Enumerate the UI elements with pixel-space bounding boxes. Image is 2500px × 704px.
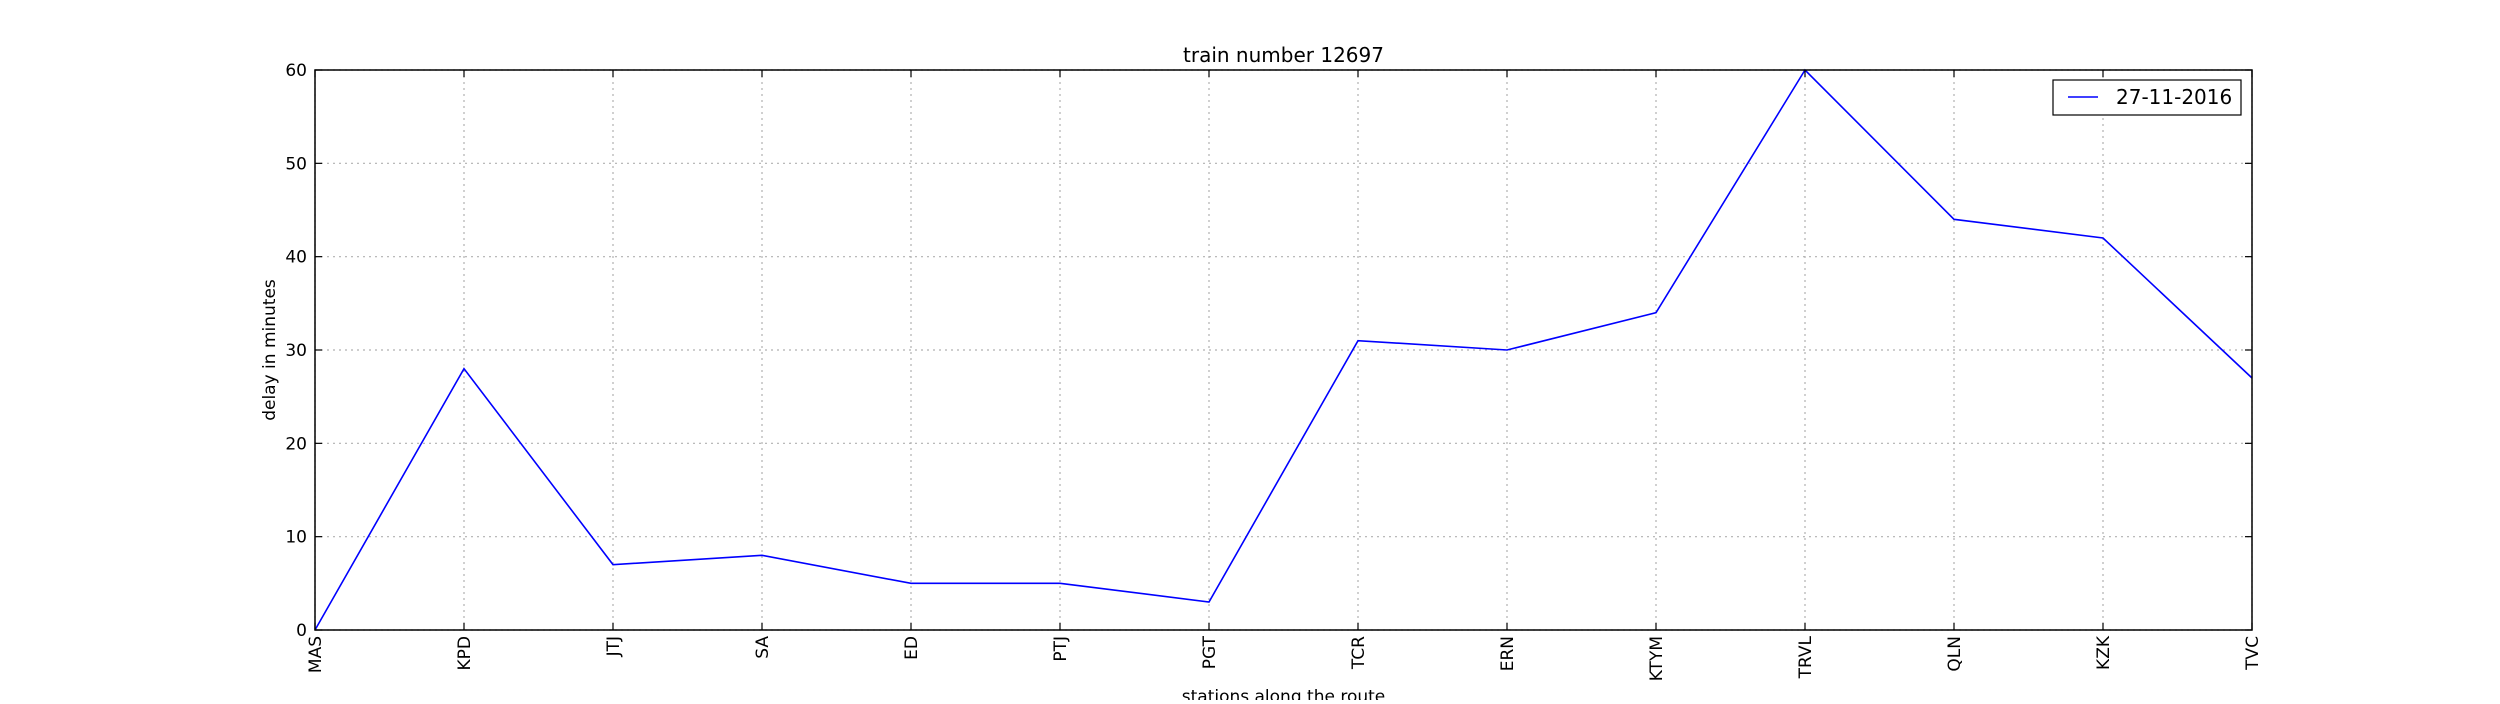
x-tick-label: TVC <box>2243 636 2263 671</box>
y-axis-label: delay in minutes <box>260 279 280 421</box>
x-tick-label: JTJ <box>604 636 624 657</box>
plot-frame <box>314 69 2253 631</box>
chart-title: train number 12697 <box>1183 43 1384 67</box>
axes <box>314 69 2253 631</box>
x-tick-label: KZK <box>2094 635 2114 670</box>
legend: 27-11-2016 <box>2052 79 2242 116</box>
x-tick-label: PGT <box>1200 635 1220 669</box>
y-tick-label: 20 <box>285 434 307 454</box>
x-axis-label: stations along the route <box>1182 687 1386 700</box>
x-tick-label: PTJ <box>1051 636 1071 662</box>
series-layer <box>314 68 2253 631</box>
y-tick-label: 10 <box>285 528 307 548</box>
y-tick-label: 30 <box>285 341 307 361</box>
y-tick-label: 40 <box>285 248 307 268</box>
x-tick-label: ERN <box>1498 636 1518 671</box>
legend-label: 27-11-2016 <box>2116 85 2232 109</box>
x-tick-label: ED <box>902 636 922 660</box>
y-tick-label: 0 <box>296 621 307 641</box>
x-axis-ticks: MAS KPD JTJ SA ED PTJ PGT TCR ERN KTYM TRVL QLN KZK T… <box>306 70 2263 681</box>
x-tick-label: TRVL <box>1796 635 1816 679</box>
x-tick-label: MAS <box>306 636 326 673</box>
grid <box>314 69 2253 631</box>
x-tick-label: SA <box>753 636 773 659</box>
y-tick-label: 50 <box>285 154 307 174</box>
x-tick-label: KTYM <box>1647 636 1667 681</box>
y-axis-ticks: 0 10 20 30 40 50 60 <box>285 61 2252 641</box>
x-tick-label: TCR <box>1349 636 1369 670</box>
x-tick-label: KPD <box>455 636 475 671</box>
x-tick-label: QLN <box>1945 636 1965 672</box>
y-tick-label: 60 <box>285 61 307 81</box>
series-line <box>314 68 2253 631</box>
